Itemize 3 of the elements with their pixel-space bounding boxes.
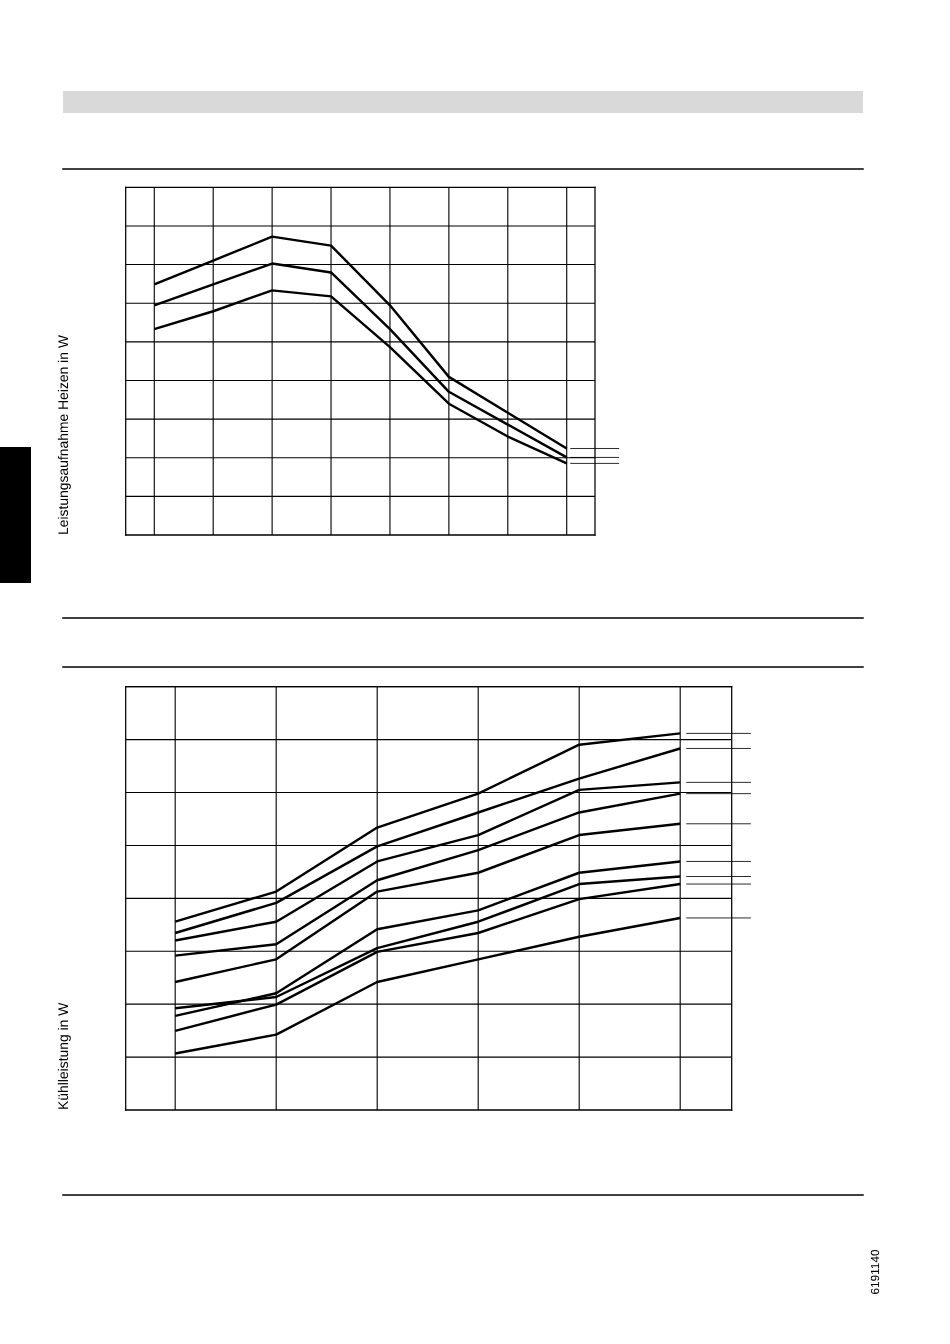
y-axis-title: Leistungsaufnahme Heizen in W <box>57 335 71 534</box>
y-axis-title: Kühlleistung in W <box>57 1002 71 1109</box>
text: 6191140 <box>870 1249 880 1294</box>
